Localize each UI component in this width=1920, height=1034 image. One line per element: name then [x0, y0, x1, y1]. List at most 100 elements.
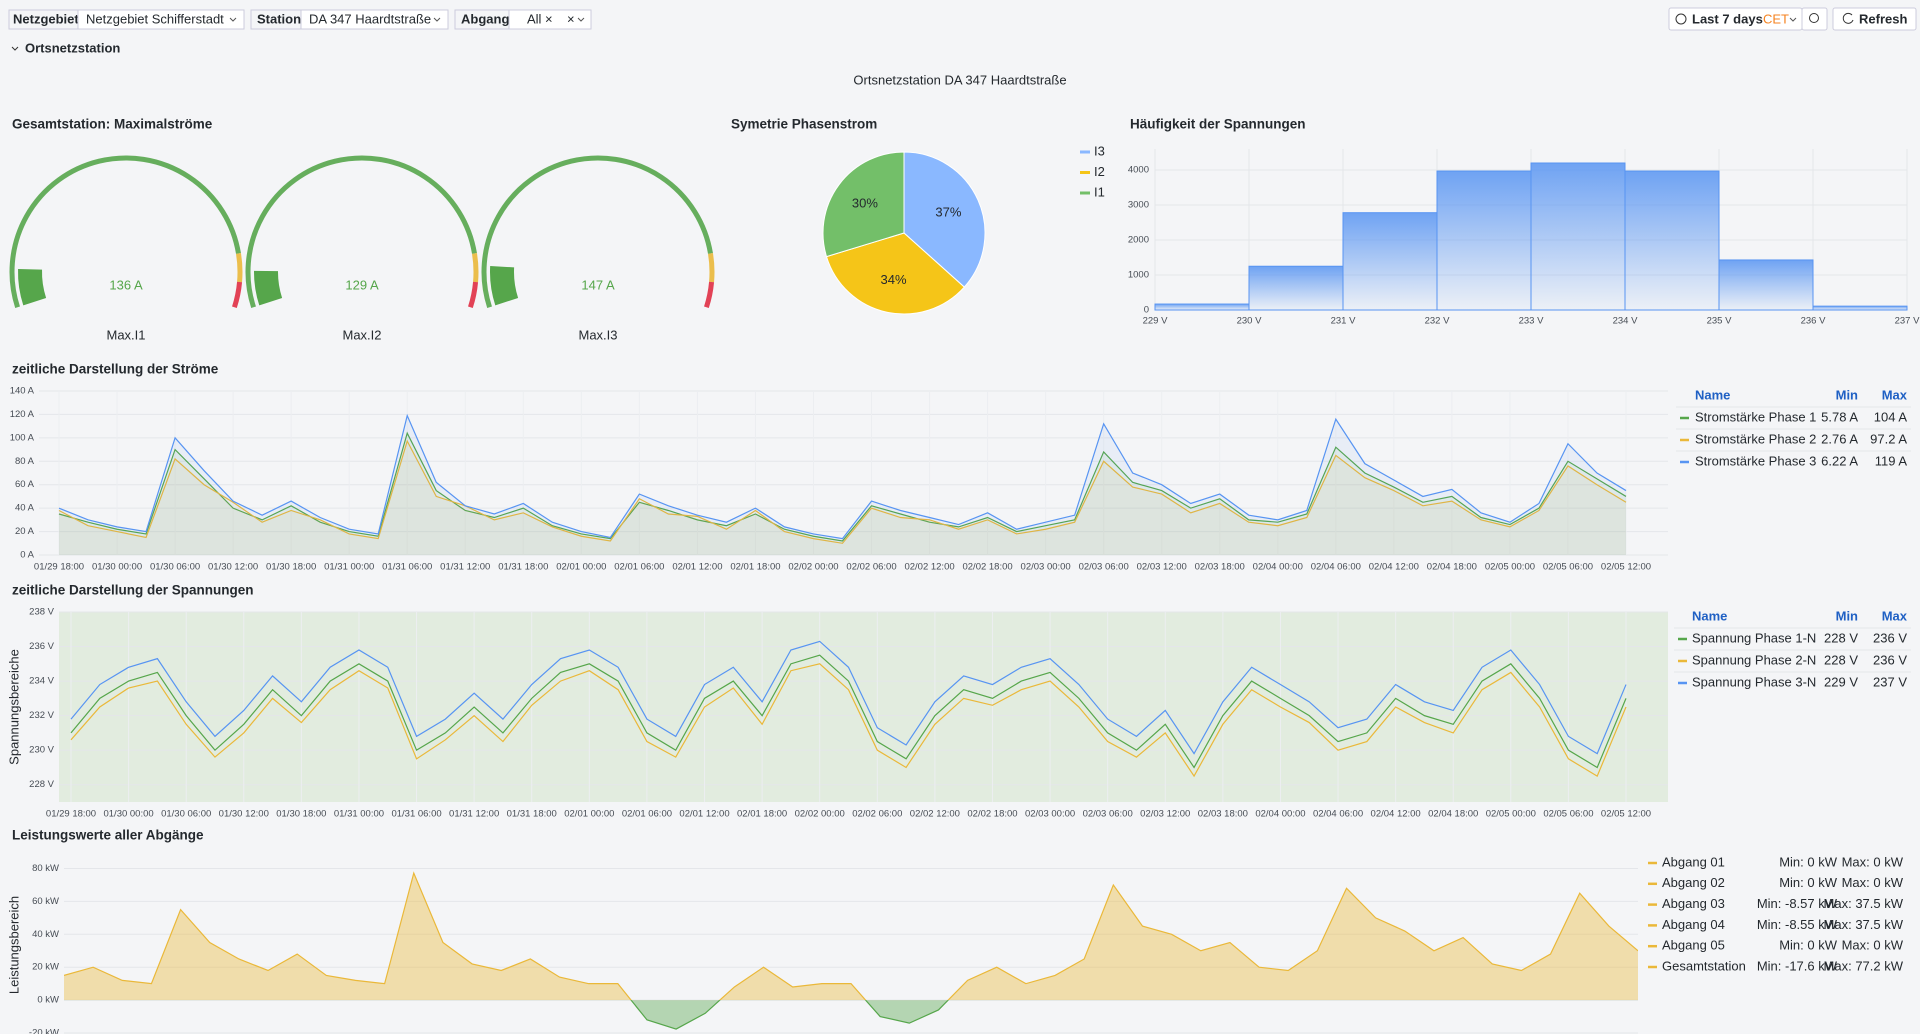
legend-min: Min: -17.6 kW: [1757, 958, 1838, 973]
panel-title: Symetrie Phasenstrom: [731, 117, 877, 132]
x-tick-label: 236 V: [1801, 316, 1826, 327]
x-tick-label: 01/30 00:00: [103, 809, 153, 820]
pie-label: 34%: [880, 272, 906, 287]
x-tick-label: 01/29 18:00: [46, 809, 96, 820]
x-tick-label: 02/01 12:00: [672, 562, 722, 573]
x-tick-label: 02/02 06:00: [852, 809, 902, 820]
x-tick-label: 02/04 06:00: [1311, 562, 1361, 573]
y-tick-label: 2000: [1128, 235, 1149, 246]
x-tick-label: 01/30 18:00: [266, 562, 316, 573]
x-tick-label: 02/03 12:00: [1137, 562, 1187, 573]
plot-background: [59, 612, 1668, 802]
time-range[interactable]: Last 7 days: [1692, 11, 1763, 26]
refresh-button[interactable]: [1832, 7, 1917, 31]
clear-icon[interactable]: ×: [545, 11, 553, 26]
var-value[interactable]: Netzgebiet Schifferstadt: [86, 11, 224, 26]
legend-min: 6.22 A: [1821, 453, 1858, 468]
clear-icon[interactable]: ×: [567, 11, 575, 26]
zoom-out[interactable]: [1801, 7, 1828, 31]
refresh-icon: [1842, 12, 1854, 24]
y-tick-label: 40 kW: [32, 929, 59, 940]
x-tick-label: 02/05 06:00: [1543, 562, 1593, 573]
row-title[interactable]: Ortsnetzstation: [25, 40, 120, 55]
series-line: [58, 439, 1627, 544]
series-area: [59, 433, 1626, 555]
x-tick-label: 02/03 06:00: [1079, 562, 1129, 573]
panel-title: Häufigkeit der Spannungen: [1130, 117, 1306, 132]
series-line: [70, 640, 1627, 755]
var-value[interactable]: All: [527, 11, 542, 26]
pie-slice: [822, 151, 905, 258]
x-tick-label: 234 V: [1613, 316, 1638, 327]
gauge-threshold: [9, 155, 241, 308]
legend-name: Abgang 03: [1662, 896, 1725, 911]
histogram-bar: [1812, 305, 1908, 311]
var-value[interactable]: DA 347 Haardtstraße: [309, 11, 431, 26]
histogram-bar: [1248, 265, 1344, 311]
y-tick-label: 40 A: [15, 503, 35, 514]
legend-name: Abgang 02: [1662, 875, 1725, 890]
x-tick-label: 01/30 18:00: [276, 809, 326, 820]
legend-label: I3: [1094, 143, 1105, 158]
var-label: Abgang: [461, 11, 509, 26]
y-tick-label: 232 V: [29, 710, 54, 721]
x-tick-label: 230 V: [1237, 316, 1262, 327]
pie-label: 37%: [935, 205, 961, 220]
legend-header: Name: [1692, 608, 1727, 623]
y-tick-label: -20 kW: [29, 1028, 59, 1034]
legend-name: Spannung Phase 2-N: [1692, 652, 1816, 667]
y-tick-label: 80 A: [15, 456, 35, 467]
x-tick-label: 02/03 00:00: [1025, 809, 1075, 820]
y-tick-label: 234 V: [29, 676, 54, 687]
gauge-threshold: [481, 155, 713, 308]
y-tick-label: 230 V: [29, 745, 54, 756]
x-tick-label: 01/31 18:00: [507, 809, 557, 820]
x-tick-label: 02/02 18:00: [967, 809, 1017, 820]
var-select[interactable]: [508, 9, 592, 30]
x-tick-label: 229 V: [1143, 316, 1168, 327]
legend-max: Max: 0 kW: [1842, 854, 1904, 869]
var-select[interactable]: [77, 9, 245, 30]
legend-min: Min: 0 kW: [1779, 938, 1838, 953]
pie-slice: [825, 232, 966, 315]
gauge-threshold: [232, 281, 243, 309]
y-axis-label: Leistungsbereich: [6, 896, 21, 994]
dashboard-title: Ortsnetzstation DA 347 Haardtstraße: [853, 72, 1066, 87]
y-tick-label: 120 A: [10, 409, 35, 420]
y-tick-label: 0: [1144, 305, 1149, 316]
y-tick-label: 20 A: [15, 526, 35, 537]
gauge-threshold: [472, 253, 479, 283]
gauge-value: 136 A: [109, 277, 143, 292]
panel-title: Gesamtstation: Maximalströme: [12, 117, 213, 132]
legend-max: 236 V: [1873, 630, 1907, 645]
legend-min: Min: -8.55 kW: [1757, 917, 1838, 932]
series-line: [70, 654, 1627, 769]
x-tick-label: 02/02 06:00: [846, 562, 896, 573]
x-tick-label: 02/04 00:00: [1253, 562, 1303, 573]
x-tick-label: 01/31 18:00: [498, 562, 548, 573]
toolbar: Netzgebiet Netzgebiet Schifferstadt Stat…: [8, 7, 1917, 31]
legend-header: Max: [1882, 387, 1908, 402]
x-tick-label: 02/02 00:00: [795, 809, 845, 820]
collapse-icon[interactable]: [11, 46, 19, 51]
var-select[interactable]: [300, 9, 449, 30]
legend-label: I1: [1094, 184, 1105, 199]
panel-title: Leistungswerte aller Abgänge: [12, 828, 204, 843]
refresh-label[interactable]: Refresh: [1859, 11, 1907, 26]
series-line: [58, 431, 1627, 542]
x-tick-label: 02/02 12:00: [904, 562, 954, 573]
gauge-threshold: [245, 155, 477, 308]
x-tick-label: 237 V: [1895, 316, 1920, 327]
x-tick-label: 02/01 12:00: [679, 809, 729, 820]
x-tick-label: 01/31 12:00: [449, 809, 499, 820]
y-tick-label: 228 V: [29, 779, 54, 790]
x-tick-label: 01/30 06:00: [150, 562, 200, 573]
x-tick-label: 02/01 00:00: [564, 809, 614, 820]
x-tick-label: 02/01 18:00: [737, 809, 787, 820]
gauge-threshold: [236, 253, 243, 283]
y-tick-label: 0 A: [20, 550, 34, 561]
x-tick-label: 01/30 00:00: [92, 562, 142, 573]
legend-max: Max: 37.5 kW: [1824, 917, 1904, 932]
y-tick-label: 60 A: [15, 479, 35, 490]
